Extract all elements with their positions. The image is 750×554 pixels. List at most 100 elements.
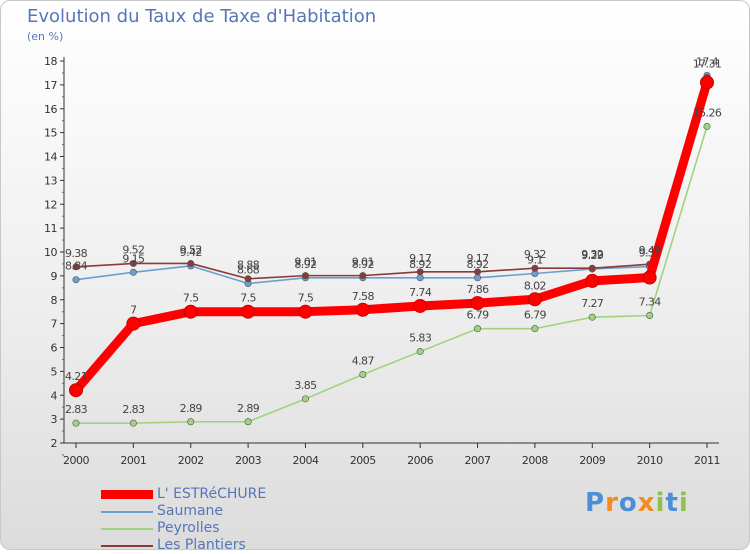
data-label: 4.21 bbox=[65, 370, 87, 383]
data-point bbox=[72, 263, 80, 271]
legend-label: Peyrolles bbox=[157, 520, 220, 536]
legend-label: L' ESTRéCHURE bbox=[157, 486, 267, 502]
data-label: 8.88 bbox=[237, 259, 260, 272]
data-point bbox=[187, 259, 195, 267]
data-point bbox=[301, 395, 309, 403]
data-label: 7.5 bbox=[240, 292, 256, 305]
y-tick-label: 17 bbox=[44, 79, 57, 92]
data-point bbox=[416, 348, 424, 356]
proxiti-logo: Proxiti bbox=[585, 488, 689, 518]
data-label: 9.42 bbox=[180, 246, 202, 259]
series-line-0 bbox=[71, 77, 712, 395]
x-tick-label: 2002 bbox=[178, 454, 204, 467]
data-point bbox=[355, 302, 370, 317]
data-label: 9.32 bbox=[581, 248, 603, 261]
y-tick-label: 3 bbox=[51, 413, 58, 426]
data-label: 2.83 bbox=[122, 403, 145, 416]
data-point bbox=[474, 325, 482, 333]
data-label: 7 bbox=[130, 304, 137, 317]
data-label: 9.32 bbox=[524, 248, 546, 261]
data-label: 9.38 bbox=[65, 247, 88, 260]
data-label: 17.31 bbox=[693, 57, 722, 70]
logo-letter: t bbox=[665, 488, 679, 518]
data-label: 8.68 bbox=[237, 264, 260, 277]
data-label: 9.1 bbox=[527, 253, 543, 266]
y-tick-label: 6 bbox=[51, 342, 58, 355]
data-point bbox=[527, 292, 542, 307]
data-label: 7.74 bbox=[409, 286, 432, 299]
data-label: 9.52 bbox=[180, 243, 202, 256]
x-tick-label: 2010 bbox=[637, 454, 663, 467]
data-point bbox=[474, 268, 482, 276]
x-tick-label: 2007 bbox=[465, 454, 491, 467]
data-label: 9.49 bbox=[639, 244, 662, 257]
legend-swatch bbox=[101, 490, 153, 499]
x-tick-label: 2006 bbox=[407, 454, 433, 467]
data-label: 7.27 bbox=[581, 297, 604, 310]
data-point bbox=[298, 304, 313, 319]
data-point bbox=[703, 122, 711, 130]
chart-subtitle: (en %) bbox=[27, 30, 64, 43]
data-label: 9.17 bbox=[466, 252, 489, 265]
logo-letter: i bbox=[678, 488, 689, 518]
y-tick-label: 4 bbox=[51, 389, 58, 402]
series-line-2 bbox=[75, 125, 708, 424]
data-label: 15.26 bbox=[693, 106, 722, 119]
data-label: 3.85 bbox=[294, 379, 317, 392]
data-point bbox=[183, 304, 198, 319]
data-label: 7.86 bbox=[466, 283, 489, 296]
series-line-1 bbox=[75, 74, 708, 285]
data-point bbox=[244, 275, 252, 283]
legend-swatch bbox=[101, 511, 153, 513]
data-label: 8.92 bbox=[352, 258, 374, 271]
data-label: 9.17 bbox=[409, 252, 432, 265]
data-label: 9.01 bbox=[352, 256, 374, 269]
series-line-3 bbox=[75, 76, 708, 280]
data-label: 2.89 bbox=[180, 402, 203, 415]
y-tick-label: 12 bbox=[44, 198, 57, 211]
y-tick-label: 16 bbox=[44, 103, 57, 116]
legend-label: Saumane bbox=[157, 503, 224, 519]
data-label: 8.92 bbox=[409, 258, 431, 271]
data-label: 2.89 bbox=[237, 402, 260, 415]
logo-letter: i bbox=[655, 488, 666, 518]
logo-letter: x bbox=[637, 488, 656, 518]
data-point bbox=[244, 418, 252, 426]
data-label: 6.79 bbox=[524, 309, 547, 322]
data-label: 9.01 bbox=[294, 256, 316, 269]
data-label: 8.92 bbox=[294, 258, 316, 271]
data-point bbox=[416, 268, 424, 276]
data-label: 5.83 bbox=[409, 332, 432, 345]
y-tick-label: 13 bbox=[44, 174, 57, 187]
data-label: 8.02 bbox=[524, 279, 546, 292]
y-tick-label: 15 bbox=[44, 127, 57, 140]
data-point bbox=[470, 296, 485, 311]
data-point bbox=[69, 383, 83, 398]
data-point bbox=[301, 272, 309, 280]
x-tick-label: 2008 bbox=[522, 454, 548, 467]
y-tick-label: 7 bbox=[51, 318, 58, 331]
data-point bbox=[585, 273, 600, 288]
data-point bbox=[129, 268, 137, 276]
logo-letter: P bbox=[585, 488, 606, 518]
data-point bbox=[474, 274, 482, 282]
data-point bbox=[72, 419, 80, 427]
data-point bbox=[588, 264, 596, 272]
data-point bbox=[359, 370, 367, 378]
data-point bbox=[129, 259, 137, 267]
y-tick-label: 5 bbox=[51, 365, 58, 378]
data-label: 9.29 bbox=[581, 249, 604, 262]
legend-swatch bbox=[101, 545, 153, 547]
data-label: 7.5 bbox=[298, 292, 314, 305]
data-point bbox=[531, 264, 539, 272]
x-tick-label: 2000 bbox=[63, 454, 89, 467]
data-point bbox=[642, 270, 657, 285]
data-label: 8.84 bbox=[65, 260, 88, 273]
x-tick-label: 2004 bbox=[292, 454, 318, 467]
x-tick-label: 2003 bbox=[235, 454, 261, 467]
x-tick-label: 2009 bbox=[579, 454, 605, 467]
data-label: 7.58 bbox=[352, 290, 375, 303]
logo-letter: r bbox=[605, 488, 619, 518]
